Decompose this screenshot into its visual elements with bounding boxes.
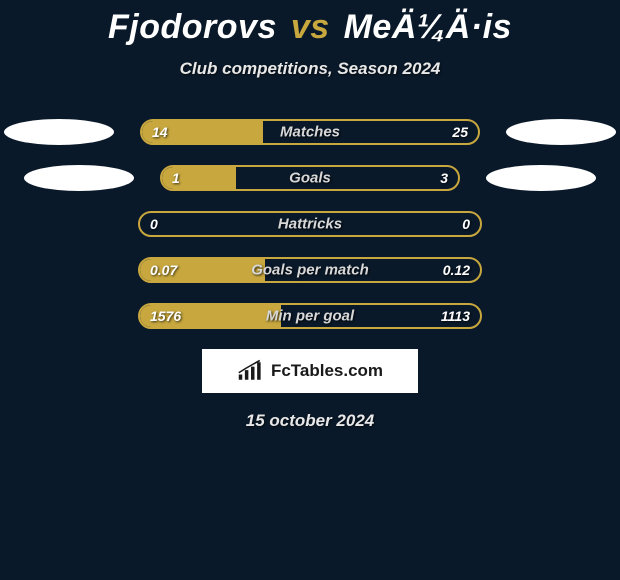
footer-date: 15 october 2024 <box>0 411 620 431</box>
right-ellipse <box>486 165 596 191</box>
comparison-row: 1 Goals 3 <box>0 165 620 191</box>
right-value: 0 <box>462 216 470 232</box>
comparison-row: 0 Hattricks 0 <box>0 211 620 237</box>
source-logo-text: FcTables.com <box>271 361 383 381</box>
left-ellipse <box>2 303 112 329</box>
left-value: 0 <box>150 216 158 232</box>
comparison-bar: 14 Matches 25 <box>140 119 480 145</box>
source-logo[interactable]: FcTables.com <box>202 349 418 393</box>
left-value: 14 <box>152 124 168 140</box>
chart-icon <box>237 359 265 383</box>
left-ellipse <box>24 165 134 191</box>
right-ellipse <box>508 257 618 283</box>
comparison-row: 0.07 Goals per match 0.12 <box>0 257 620 283</box>
comparison-row: 1576 Min per goal 1113 <box>0 303 620 329</box>
right-ellipse <box>508 303 618 329</box>
comparison-bar: 1 Goals 3 <box>160 165 460 191</box>
right-value: 25 <box>452 124 468 140</box>
metric-label: Matches <box>280 124 340 141</box>
left-value: 1 <box>172 170 180 186</box>
metric-label: Hattricks <box>278 216 342 233</box>
metric-label: Min per goal <box>266 308 354 325</box>
comparison-row: 14 Matches 25 <box>0 119 620 145</box>
subtitle: Club competitions, Season 2024 <box>0 59 620 79</box>
page-title: Fjodorovs vs MeÄ¼Ä·is <box>0 8 620 47</box>
player1-name: Fjodorovs <box>108 8 277 46</box>
left-ellipse <box>2 257 112 283</box>
right-ellipse <box>506 119 616 145</box>
left-value: 1576 <box>150 308 181 324</box>
metric-label: Goals per match <box>251 262 369 279</box>
comparison-bar: 0 Hattricks 0 <box>138 211 482 237</box>
player2-name: MeÄ¼Ä·is <box>344 8 512 46</box>
right-value: 1113 <box>441 308 470 324</box>
comparison-bar: 1576 Min per goal 1113 <box>138 303 482 329</box>
right-ellipse <box>508 211 618 237</box>
comparison-rows: 14 Matches 25 1 Goals 3 0 Hattricks 0 0.07 Goals p… <box>0 119 620 329</box>
comparison-widget: Fjodorovs vs MeÄ¼Ä·is Club competitions,… <box>0 0 620 431</box>
vs-separator: vs <box>291 8 330 46</box>
left-ellipse <box>2 211 112 237</box>
metric-label: Goals <box>289 170 331 187</box>
left-ellipse <box>4 119 114 145</box>
left-value: 0.07 <box>150 262 177 278</box>
right-value: 3 <box>440 170 448 186</box>
bar-segment-right <box>236 167 458 189</box>
comparison-bar: 0.07 Goals per match 0.12 <box>138 257 482 283</box>
right-value: 0.12 <box>443 262 470 278</box>
